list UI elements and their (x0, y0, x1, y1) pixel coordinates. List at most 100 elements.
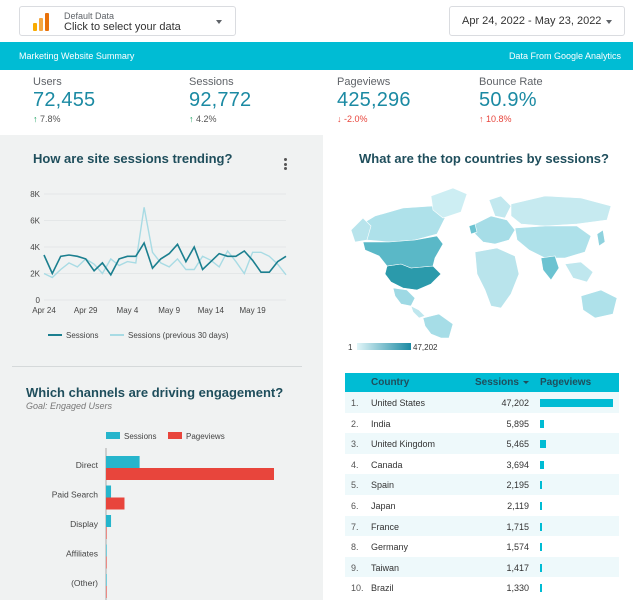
pageviews-bar (540, 501, 543, 510)
kpi-label: Bounce Rate (479, 76, 543, 88)
kpi-pageviews: Pageviews 425,296 ↓ -2.0% (337, 76, 487, 124)
legend-label-sessions: Sessions (124, 432, 156, 441)
channels-chart-title: Which channels are driving engagement? (26, 385, 284, 400)
map-region-scandinavia[interactable] (488, 195, 512, 219)
bar-sessions[interactable] (106, 456, 140, 468)
table-row[interactable]: 8. Germany 1,574 (345, 536, 619, 557)
table-row[interactable]: 3. United Kingdom 5,465 (345, 433, 619, 454)
sessions-trend-chart: 0 2K 4K 6K 8K Apr 24 Apr 29 May 4 May 9 May 14 May… (30, 190, 287, 340)
column-header-sessions[interactable]: Sessions (475, 377, 519, 388)
legend-swatch-sessions (106, 432, 120, 439)
bar-sessions[interactable] (106, 515, 112, 527)
x-tick-label: May 4 (117, 306, 139, 315)
column-header-pageviews[interactable]: Pageviews (540, 377, 592, 388)
map-region-greenland[interactable] (430, 187, 468, 219)
table-body: 1. United States 47,202 2. India 5,895 3. Unite… (345, 392, 619, 598)
report-title: Marketing Website Summary (19, 51, 135, 61)
date-range-selector[interactable]: Apr 24, 2022 - May 23, 2022 (449, 6, 625, 36)
category-label: Display (70, 519, 99, 529)
map-region-russia[interactable] (510, 195, 612, 227)
data-source-selector[interactable]: Default Data Click to select your data (19, 6, 236, 36)
row-sessions: 2,119 (507, 500, 529, 511)
map-region-asia[interactable] (514, 225, 592, 259)
map-region-central-america[interactable] (410, 305, 426, 319)
bar-sessions[interactable] (106, 544, 107, 557)
map-region-mexico[interactable] (392, 287, 416, 307)
table-row[interactable]: 2. India 5,895 (345, 413, 619, 434)
pageviews-bar (540, 440, 546, 449)
map-region-australia[interactable] (580, 289, 618, 319)
row-index: 7. (351, 521, 359, 532)
kpi-row: Users 72,455 ↑ 7.8% Sessions 92,772 ↑ 4.… (0, 70, 633, 135)
row-index: 5. (351, 480, 359, 491)
world-map (350, 187, 618, 338)
map-region-canada-south[interactable] (362, 235, 444, 269)
kpi-label: Pageviews (337, 76, 391, 88)
series-line-previous[interactable] (43, 207, 287, 279)
x-tick-label: Apr 24 (32, 306, 56, 315)
section-divider (12, 366, 302, 367)
category-label: (Other) (71, 578, 98, 588)
countries-table: Country Sessions Pageviews 1. United Stat… (345, 373, 619, 598)
row-sessions: 5,465 (506, 439, 529, 450)
bar-pageviews[interactable] (106, 527, 107, 539)
bar-pageviews[interactable] (106, 556, 107, 569)
table-row[interactable]: 10. Brazil 1,330 (345, 577, 619, 598)
map-region-southeast-asia[interactable] (564, 261, 594, 283)
kpi-users: Users 72,455 ↑ 7.8% (33, 76, 183, 124)
map-region-africa[interactable] (474, 247, 520, 309)
kpi-sessions: Sessions 92,772 ↑ 4.2% (189, 76, 339, 124)
analytics-logo-icon (33, 13, 49, 31)
pageviews-bar (540, 522, 542, 531)
bar-sessions[interactable] (106, 485, 112, 498)
series-line-sessions[interactable] (43, 241, 287, 277)
top-bar: Default Data Click to select your data A… (0, 0, 633, 42)
pageviews-bar (540, 481, 542, 490)
row-sessions: 5,895 (506, 418, 529, 429)
row-sessions: 2,195 (506, 480, 529, 491)
legend-label-sessions: Sessions (66, 331, 98, 340)
date-range-text: Apr 24, 2022 - May 23, 2022 (462, 15, 602, 27)
kpi-delta: ↑ 7.8% (33, 114, 183, 124)
bar-pageviews[interactable] (106, 497, 125, 510)
table-header: Country Sessions Pageviews (345, 373, 619, 392)
more-options-icon[interactable] (284, 158, 288, 170)
row-country: India (371, 418, 391, 429)
row-sessions: 1,715 (506, 521, 529, 532)
map-region-south-america[interactable] (422, 313, 454, 338)
channels-bar-chart: Sessions Pageviews Direct Paid Search Displa… (52, 432, 274, 600)
kpi-delta-value: 10.8% (486, 114, 512, 124)
y-tick-label: 4K (30, 243, 40, 252)
bar-pageviews[interactable] (106, 586, 107, 598)
table-row[interactable]: 1. United States 47,202 (345, 392, 619, 413)
pageviews-bar (540, 460, 545, 469)
map-region-japan[interactable] (596, 229, 606, 247)
map-region-europe[interactable] (474, 215, 516, 245)
row-country: Taiwan (371, 562, 400, 573)
pageviews-bar (540, 563, 542, 572)
legend-swatch-pageviews (168, 432, 182, 439)
table-row[interactable]: 7. France 1,715 (345, 515, 619, 537)
map-region-canada[interactable] (354, 205, 446, 243)
kpi-delta: ↓ -2.0% (337, 114, 487, 124)
row-country: Spain (371, 480, 395, 491)
kpi-value: 50.9% (479, 89, 537, 111)
map-region-alaska[interactable] (350, 217, 372, 243)
bar-sessions[interactable] (106, 574, 107, 586)
table-row[interactable]: 9. Taiwan 1,417 (345, 556, 619, 578)
column-header-country[interactable]: Country (371, 377, 410, 388)
map-region-uk[interactable] (468, 223, 478, 235)
table-row[interactable]: 6. Japan 2,119 (345, 495, 619, 516)
pageviews-bar (540, 543, 542, 552)
kpi-delta-value: 4.2% (196, 114, 217, 124)
map-region-india[interactable] (540, 255, 560, 281)
table-row[interactable]: 4. Canada 3,694 (345, 454, 619, 475)
pageviews-bar (540, 399, 613, 407)
kpi-label: Users (33, 76, 62, 88)
kpi-bounce-rate: Bounce Rate 50.9% ↑ 10.8% (479, 76, 629, 124)
bar-pageviews[interactable] (106, 468, 274, 480)
sort-desc-icon[interactable] (523, 381, 529, 384)
table-row[interactable]: 5. Spain 2,195 (345, 474, 619, 495)
category-label: Paid Search (52, 490, 99, 500)
